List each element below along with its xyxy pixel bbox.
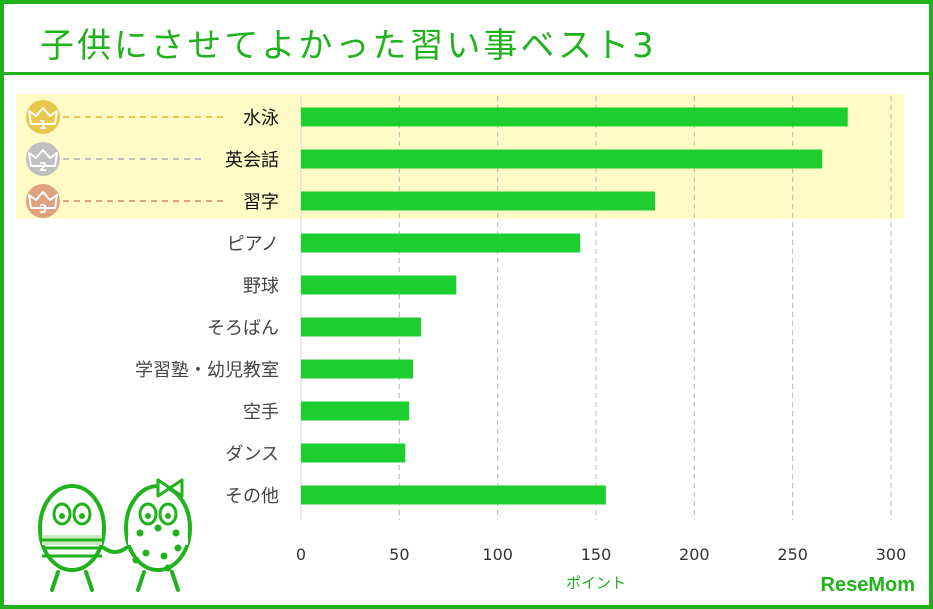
silver-crown-medal-icon: 2 bbox=[26, 142, 60, 176]
mascot-pupil bbox=[165, 513, 171, 519]
mascot-leg bbox=[136, 570, 146, 592]
brand-name: ReseMom bbox=[820, 574, 915, 596]
x-tick-label: 50 bbox=[389, 545, 409, 564]
x-tick-label: 200 bbox=[679, 545, 710, 564]
x-tick-label: 100 bbox=[482, 545, 513, 564]
mascot-dot bbox=[142, 549, 150, 557]
mascot-leg bbox=[84, 570, 94, 592]
bar bbox=[301, 233, 581, 253]
mascot-dot bbox=[136, 529, 144, 537]
bar bbox=[301, 359, 414, 379]
mascot-dot bbox=[164, 564, 172, 572]
title-bar: 子供にさせてよかった習い事ベスト3 bbox=[4, 4, 929, 75]
medal-rank: 2 bbox=[39, 160, 47, 174]
mascot-bow bbox=[156, 478, 184, 498]
bronze-crown-medal-icon: 3 bbox=[26, 184, 60, 218]
category-label: 英会話 bbox=[225, 150, 279, 171]
bar bbox=[301, 317, 421, 337]
x-axis-label: ポイント bbox=[566, 574, 626, 592]
category-label: 水泳 bbox=[243, 108, 279, 129]
category-label: ダンス bbox=[225, 444, 279, 465]
mascot-leg bbox=[170, 570, 180, 592]
medal-disc bbox=[26, 142, 60, 176]
mascot-pupil bbox=[59, 513, 65, 519]
mascot-dot bbox=[172, 529, 180, 537]
mascot-pupil bbox=[79, 513, 85, 519]
crown-outline bbox=[28, 149, 58, 167]
bar bbox=[301, 149, 823, 169]
category-label: 習字 bbox=[243, 192, 279, 213]
category-label: 学習塾・幼児教室 bbox=[135, 359, 279, 381]
mascot-boy-icon bbox=[38, 484, 106, 592]
mascot-pupil bbox=[145, 513, 151, 519]
category-label: そろばん bbox=[207, 318, 279, 339]
mascot-dot bbox=[174, 544, 182, 552]
x-tick-label: 150 bbox=[581, 545, 612, 564]
bar bbox=[301, 485, 606, 505]
bar bbox=[301, 275, 457, 295]
mascot-dot bbox=[154, 524, 162, 532]
x-tick-label: 250 bbox=[777, 545, 808, 564]
mascot-girl-icon bbox=[124, 478, 192, 592]
bar bbox=[301, 191, 655, 211]
crown-outline bbox=[28, 191, 58, 209]
medal-rank: 3 bbox=[39, 202, 47, 216]
medal-rank: 1 bbox=[39, 118, 47, 132]
mascot-band bbox=[128, 535, 188, 545]
category-label: 野球 bbox=[243, 276, 279, 297]
x-tick-label: 300 bbox=[876, 545, 907, 564]
mascot-dot bbox=[160, 552, 168, 560]
x-tick-label: 0 bbox=[296, 545, 306, 564]
bar bbox=[301, 107, 848, 127]
bar bbox=[301, 443, 406, 463]
category-label: 空手 bbox=[243, 402, 279, 423]
gold-crown-medal-icon: 1 bbox=[26, 100, 60, 134]
category-label: ピアノ bbox=[227, 234, 279, 255]
chart-title: 子供にさせてよかった習い事ベスト3 bbox=[40, 26, 657, 66]
bar bbox=[301, 401, 410, 421]
medal-disc bbox=[26, 100, 60, 134]
medal-disc bbox=[26, 184, 60, 218]
mascot-holding-hands bbox=[102, 546, 128, 554]
mascot-dot bbox=[132, 556, 140, 564]
crown-outline bbox=[28, 107, 58, 125]
mascot-leg bbox=[50, 570, 60, 592]
brand-logo: ReseMom bbox=[821, 574, 915, 597]
category-label: その他 bbox=[225, 486, 279, 507]
